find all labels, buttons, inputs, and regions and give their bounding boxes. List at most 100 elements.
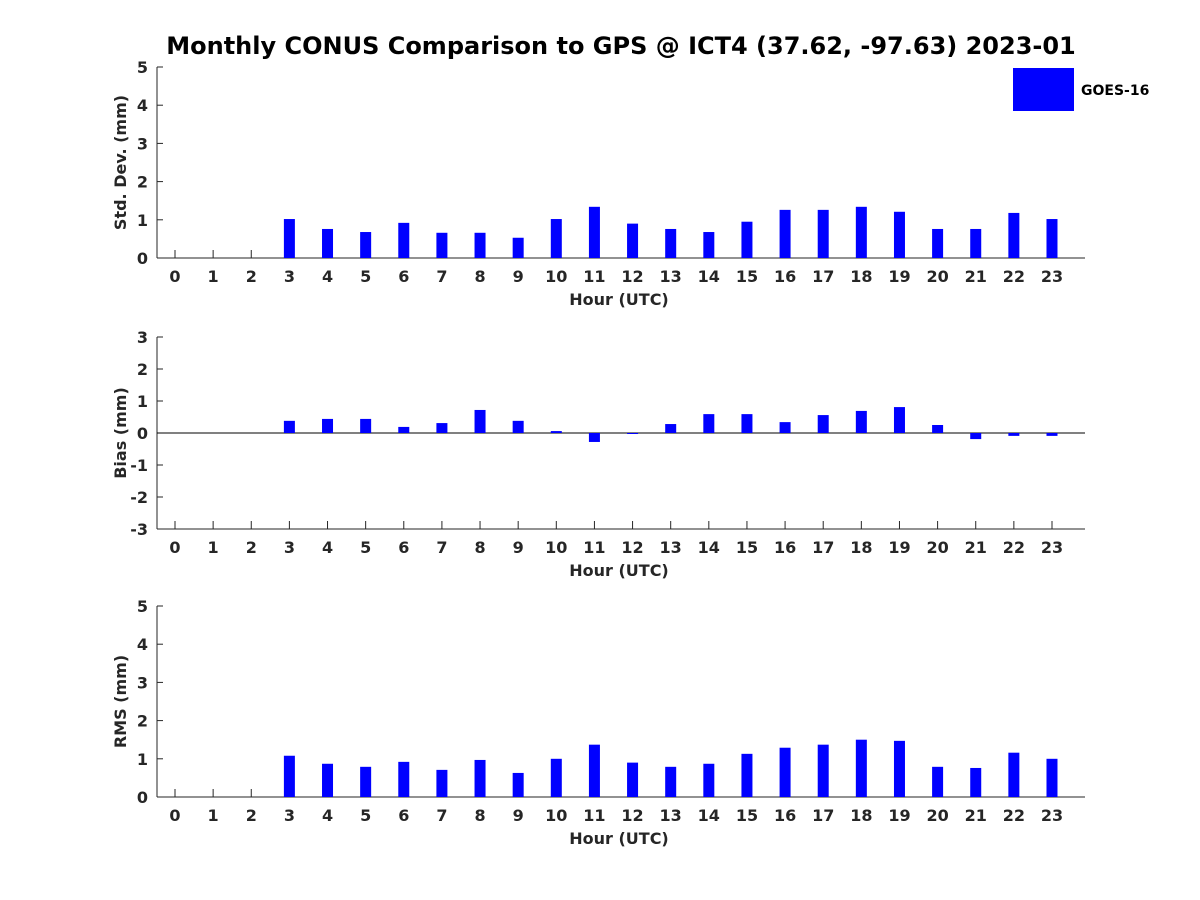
y-tick-label: -3 bbox=[130, 520, 148, 539]
x-tick-label: 17 bbox=[812, 538, 834, 557]
bar bbox=[360, 232, 372, 258]
x-tick-label: 15 bbox=[736, 538, 758, 557]
x-tick-label: 12 bbox=[621, 538, 643, 557]
x-tick-label: 2 bbox=[246, 538, 257, 557]
x-tick-label: 16 bbox=[774, 806, 796, 825]
x-tick-label: 0 bbox=[169, 538, 180, 557]
y-axis-label: Bias (mm) bbox=[111, 387, 130, 479]
bar bbox=[398, 761, 410, 797]
y-tick-label: 3 bbox=[137, 134, 148, 153]
x-tick-label: 2 bbox=[246, 267, 257, 286]
x-tick-label: 17 bbox=[812, 806, 834, 825]
bar bbox=[893, 740, 905, 797]
x-tick-label: 9 bbox=[513, 538, 524, 557]
y-tick-label: 2 bbox=[137, 712, 148, 731]
y-tick-label: 1 bbox=[137, 750, 148, 769]
x-tick-label: 11 bbox=[583, 806, 605, 825]
x-tick-label: 16 bbox=[774, 267, 796, 286]
y-tick-label: 0 bbox=[137, 788, 148, 807]
x-tick-label: 4 bbox=[322, 806, 333, 825]
x-tick-label: 3 bbox=[284, 267, 295, 286]
x-tick-label: 17 bbox=[812, 267, 834, 286]
x-tick-label: 0 bbox=[169, 806, 180, 825]
x-tick-label: 11 bbox=[583, 267, 605, 286]
x-tick-label: 14 bbox=[698, 806, 720, 825]
bar bbox=[360, 766, 372, 797]
bar bbox=[741, 414, 753, 433]
x-tick-label: 1 bbox=[208, 267, 219, 286]
x-tick-label: 22 bbox=[1003, 267, 1025, 286]
x-tick-label: 15 bbox=[736, 806, 758, 825]
x-tick-label: 4 bbox=[322, 538, 333, 557]
x-tick-label: 14 bbox=[698, 267, 720, 286]
x-tick-label: 19 bbox=[888, 806, 910, 825]
bar bbox=[474, 409, 486, 433]
bar bbox=[703, 763, 715, 797]
bar bbox=[627, 223, 639, 258]
y-tick-label: 2 bbox=[137, 360, 148, 379]
bar bbox=[932, 425, 944, 433]
x-tick-label: 23 bbox=[1041, 267, 1063, 286]
y-tick-label: 3 bbox=[137, 328, 148, 347]
bar bbox=[932, 766, 944, 797]
x-tick-label: 6 bbox=[398, 267, 409, 286]
bar bbox=[283, 420, 295, 433]
bar bbox=[627, 762, 639, 797]
x-tick-label: 19 bbox=[888, 538, 910, 557]
x-tick-label: 8 bbox=[474, 267, 485, 286]
y-tick-label: 1 bbox=[137, 392, 148, 411]
x-tick-label: 9 bbox=[513, 267, 524, 286]
bar bbox=[779, 209, 791, 258]
legend-swatch bbox=[1013, 68, 1074, 111]
bar bbox=[970, 228, 982, 258]
x-tick-label: 7 bbox=[436, 538, 447, 557]
x-tick-label: 8 bbox=[474, 538, 485, 557]
x-tick-label: 7 bbox=[436, 806, 447, 825]
bar bbox=[1008, 212, 1020, 258]
y-tick-label: 0 bbox=[137, 249, 148, 268]
y-tick-label: 4 bbox=[137, 96, 148, 115]
bar bbox=[741, 221, 753, 258]
x-tick-label: 21 bbox=[965, 538, 987, 557]
bar bbox=[970, 767, 982, 797]
bar bbox=[855, 410, 867, 433]
bar bbox=[588, 744, 600, 797]
x-tick-label: 13 bbox=[660, 267, 682, 286]
x-tick-label: 18 bbox=[850, 538, 872, 557]
bar bbox=[398, 222, 410, 258]
x-tick-label: 19 bbox=[888, 267, 910, 286]
x-axis-label: Hour (UTC) bbox=[569, 561, 669, 580]
x-tick-label: 20 bbox=[926, 267, 948, 286]
bar bbox=[855, 739, 867, 797]
x-tick-label: 6 bbox=[398, 538, 409, 557]
bar bbox=[283, 219, 295, 258]
x-tick-label: 14 bbox=[698, 538, 720, 557]
bar bbox=[436, 232, 448, 258]
bar bbox=[817, 209, 829, 258]
bar bbox=[665, 766, 677, 797]
x-tick-label: 5 bbox=[360, 538, 371, 557]
bar bbox=[550, 758, 562, 797]
x-tick-label: 8 bbox=[474, 806, 485, 825]
y-tick-label: 0 bbox=[137, 424, 148, 443]
x-tick-label: 3 bbox=[284, 806, 295, 825]
bar bbox=[1008, 433, 1020, 436]
bar bbox=[474, 759, 486, 797]
x-tick-label: 0 bbox=[169, 267, 180, 286]
x-tick-label: 4 bbox=[322, 267, 333, 286]
x-tick-label: 10 bbox=[545, 538, 567, 557]
x-tick-label: 18 bbox=[850, 806, 872, 825]
chart-title: Monthly CONUS Comparison to GPS @ ICT4 (… bbox=[166, 32, 1076, 60]
y-tick-label: 3 bbox=[137, 673, 148, 692]
bar bbox=[1046, 758, 1058, 797]
bar bbox=[1046, 433, 1058, 436]
bar bbox=[474, 232, 486, 258]
y-tick-label: -2 bbox=[130, 488, 148, 507]
x-tick-label: 12 bbox=[621, 267, 643, 286]
x-tick-label: 23 bbox=[1041, 538, 1063, 557]
bar bbox=[665, 424, 677, 433]
bar bbox=[436, 769, 448, 797]
y-tick-label: 4 bbox=[137, 635, 148, 654]
